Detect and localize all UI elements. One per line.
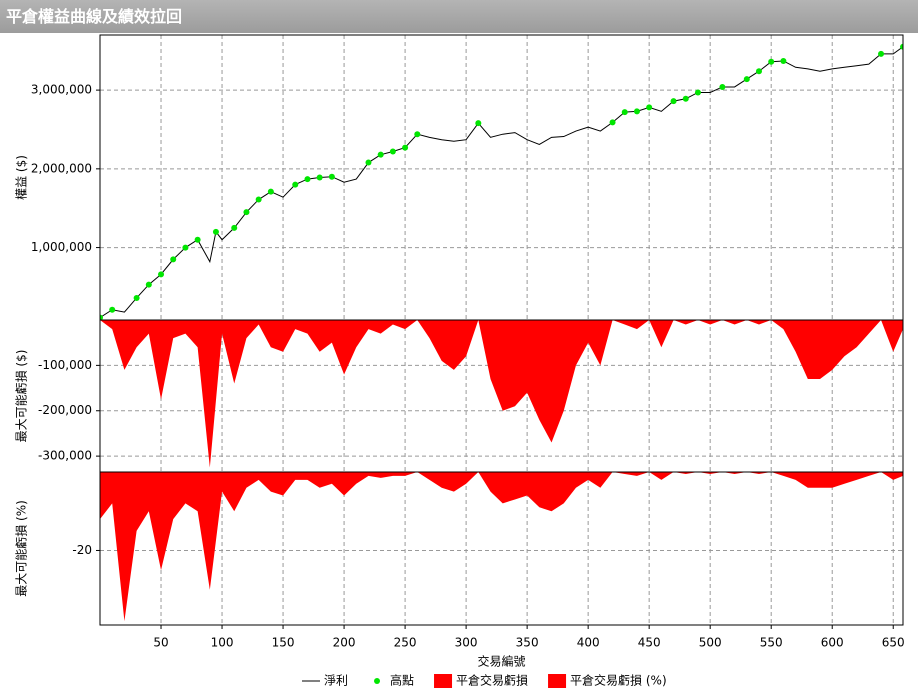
- x-tick-label: 600: [821, 636, 844, 650]
- x-tick-label: 250: [394, 636, 417, 650]
- high-point: [212, 228, 219, 235]
- y-axis-title: 最大可能虧損 ($): [14, 350, 29, 443]
- legend-label: 平倉交易虧損: [456, 673, 528, 688]
- x-tick-label: 550: [760, 636, 783, 650]
- x-tick-label: 200: [333, 636, 356, 650]
- high-point: [194, 236, 201, 243]
- high-point: [402, 144, 409, 151]
- plot: [100, 43, 903, 320]
- x-tick-label: 300: [455, 636, 478, 650]
- x-tick-label: 350: [516, 636, 539, 650]
- high-point: [255, 196, 262, 203]
- high-point: [719, 83, 726, 90]
- x-tick-label: 50: [153, 636, 168, 650]
- plot: [100, 472, 903, 622]
- high-point: [900, 43, 903, 50]
- y-tick-label: 1,000,000: [31, 240, 92, 254]
- high-point: [646, 104, 653, 111]
- high-point: [682, 95, 689, 102]
- high-point: [316, 174, 323, 181]
- high-point: [100, 314, 103, 320]
- high-point: [109, 306, 116, 313]
- high-point: [231, 224, 238, 231]
- legend-label: 淨利: [324, 674, 348, 688]
- y-tick-label: -20: [72, 543, 92, 557]
- x-tick-label: 500: [699, 636, 722, 650]
- y-tick-label: 3,000,000: [31, 83, 92, 97]
- high-point: [694, 89, 701, 96]
- high-point: [389, 148, 396, 155]
- high-point: [292, 181, 299, 188]
- y-tick-label: -300,000: [38, 449, 92, 463]
- x-tick-label: 400: [577, 636, 600, 650]
- y-axis-title: 最大可能虧損 (%): [14, 500, 29, 597]
- high-point: [743, 76, 750, 83]
- x-tick-label: 150: [272, 636, 295, 650]
- x-tick-label: 650: [882, 636, 905, 650]
- high-point: [377, 151, 384, 158]
- drawdown-area: [100, 320, 903, 468]
- high-point: [621, 109, 628, 116]
- high-point: [182, 244, 189, 251]
- high-point: [133, 294, 140, 301]
- plot: [100, 320, 903, 468]
- high-point: [475, 120, 482, 127]
- high-point: [304, 176, 311, 183]
- panel-frame: [99, 34, 904, 321]
- y-tick-label: -100,000: [38, 358, 92, 372]
- x-tick-label: 450: [638, 636, 661, 650]
- high-point: [670, 98, 677, 105]
- panel-frame: [99, 471, 904, 626]
- x-axis-title: 交易編號: [477, 654, 525, 669]
- legend-box: [434, 674, 453, 688]
- high-point: [633, 108, 640, 115]
- legend-label: 高點: [390, 673, 414, 688]
- y-tick-label: 2,000,000: [31, 161, 92, 175]
- x-tick-label: 100: [211, 636, 234, 650]
- high-point: [267, 188, 274, 195]
- high-point: [878, 50, 885, 57]
- high-point: [170, 256, 177, 263]
- high-point: [768, 58, 775, 65]
- high-point: [755, 68, 762, 75]
- high-point: [609, 119, 616, 126]
- drawdown-area: [100, 472, 903, 622]
- legend-box: [548, 674, 567, 688]
- high-point: [145, 281, 152, 288]
- legend-dot: [374, 678, 381, 684]
- equity-line: [100, 46, 903, 319]
- legend-label: 平倉交易虧損 (%): [570, 673, 667, 688]
- y-axis-title: 權益 ($): [15, 155, 29, 200]
- high-point: [780, 57, 787, 64]
- high-point: [365, 159, 372, 166]
- high-point: [414, 131, 421, 138]
- high-point: [243, 209, 250, 216]
- high-point: [328, 173, 335, 180]
- high-point: [158, 271, 165, 278]
- window-title: 平倉權益曲線及績效拉回: [0, 0, 918, 33]
- y-tick-label: -200,000: [38, 403, 92, 417]
